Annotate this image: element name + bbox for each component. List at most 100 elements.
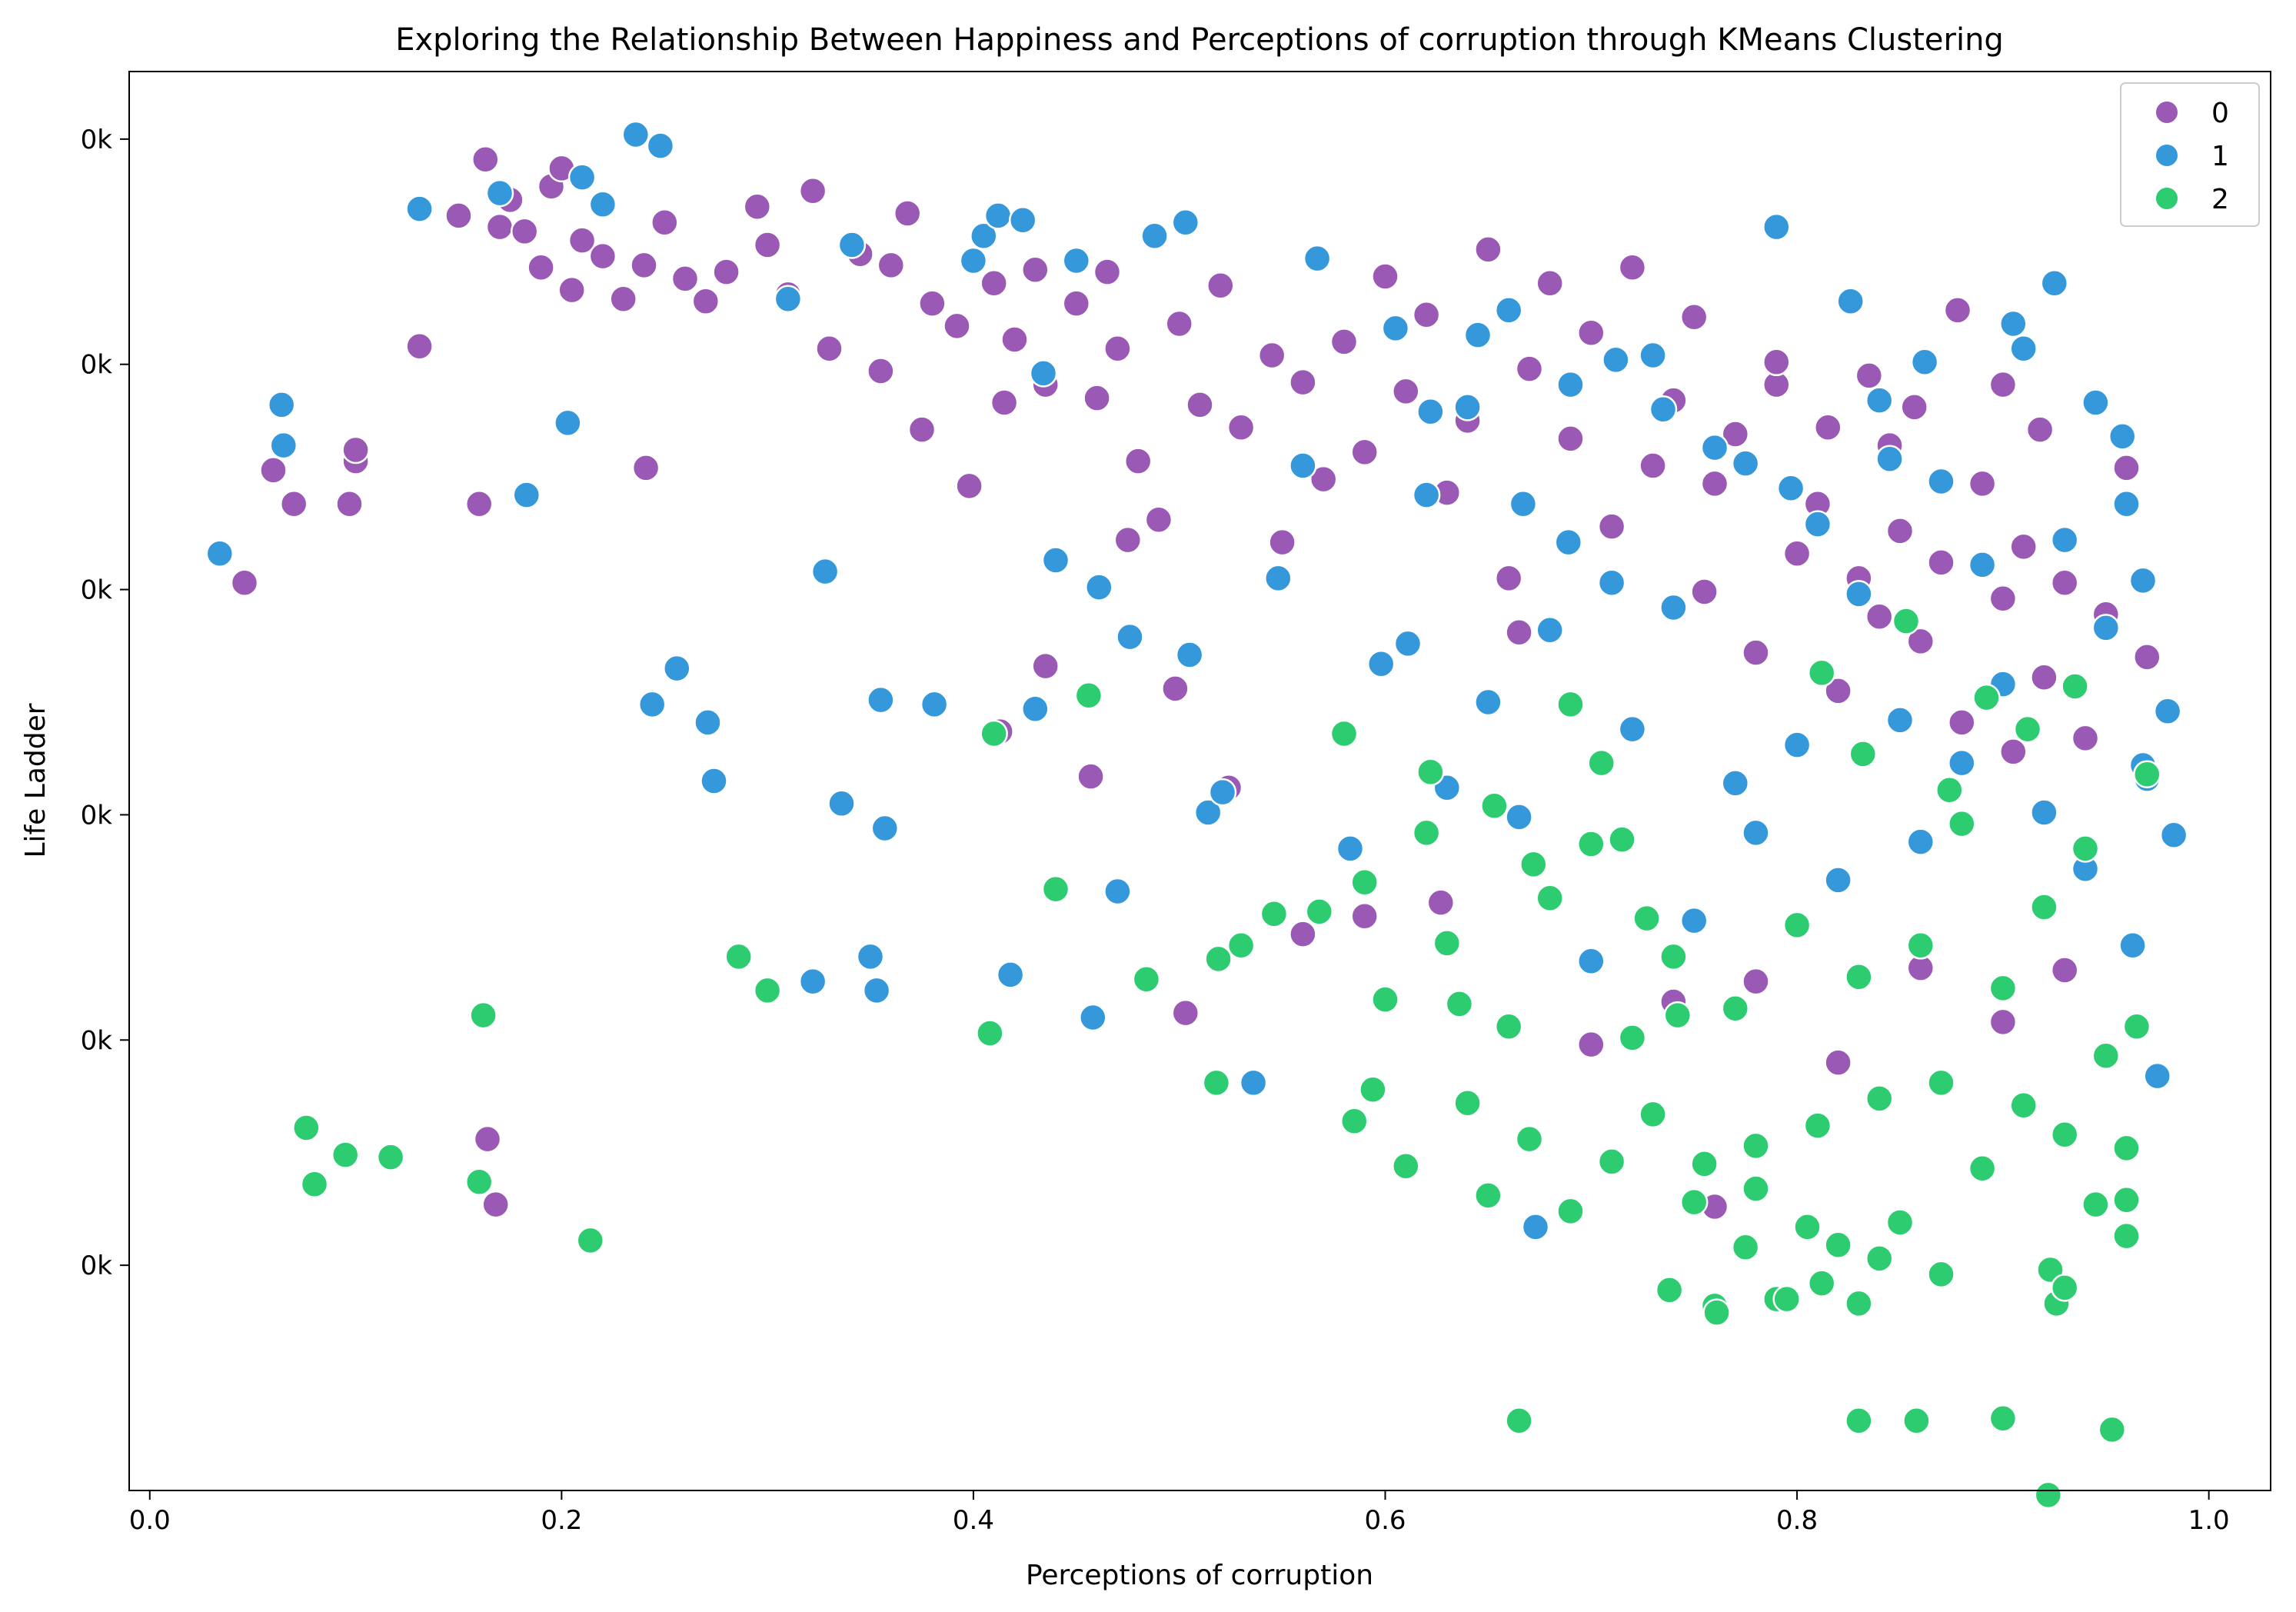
scatter-point-cluster-2	[1807, 658, 1836, 688]
scatter-point-cluster-2	[300, 1170, 329, 1198]
scatter-point-cluster-1	[1453, 393, 1482, 421]
scatter-point-cluster-2	[376, 1143, 405, 1171]
scatter-point-cluster-1	[663, 654, 691, 683]
scatter-point-cluster-1	[774, 285, 803, 314]
scatter-point-cluster-1	[827, 789, 856, 818]
scatter-point-cluster-0	[510, 217, 539, 246]
scatter-point-cluster-1	[1463, 321, 1492, 349]
scatter-point-cluster-2	[1742, 1131, 1770, 1161]
scatter-point-cluster-0	[670, 265, 700, 293]
scatter-point-cluster-2	[1416, 758, 1445, 787]
scatter-point-cluster-0	[567, 226, 597, 255]
scatter-point-cluster-1	[1062, 246, 1091, 275]
scatter-point-cluster-0	[1031, 651, 1060, 681]
scatter-point-cluster-1	[485, 178, 514, 208]
scatter-point-cluster-0	[990, 388, 1019, 417]
scatter-point-cluster-0	[918, 289, 947, 318]
scatter-point-cluster-1	[1171, 208, 1200, 237]
scatter-point-cluster-1	[405, 195, 434, 223]
legend-label: 0	[2211, 98, 2229, 129]
scatter-point-cluster-1	[1264, 564, 1293, 593]
scatter-point-cluster-0	[631, 454, 661, 482]
scatter-point-cluster-1	[1845, 580, 1873, 608]
scatter-point-cluster-1	[1521, 1213, 1550, 1241]
scatter-point-cluster-1	[1906, 828, 1935, 856]
scatter-point-cluster-0	[943, 311, 971, 341]
scatter-point-cluster-2	[2061, 672, 2089, 701]
scatter-point-cluster-0	[1093, 258, 1122, 286]
scatter-point-cluster-2	[1329, 719, 1359, 748]
scatter-point-cluster-1	[1103, 877, 1132, 906]
x-tick-label: 0.0	[129, 1505, 171, 1536]
scatter-point-cluster-1	[205, 539, 235, 568]
scatter-point-cluster-2	[1519, 850, 1548, 879]
scatter-point-cluster-1	[1762, 212, 1791, 241]
scatter-point-cluster-0	[1999, 738, 2028, 766]
scatter-point-cluster-2	[976, 1019, 1004, 1047]
scatter-point-cluster-0	[335, 490, 364, 518]
scatter-point-cluster-0	[1392, 377, 1420, 406]
scatter-point-cluster-1	[1721, 769, 1750, 798]
scatter-point-cluster-0	[230, 568, 259, 598]
scatter-point-cluster-1	[959, 246, 988, 275]
scatter-point-cluster-0	[1742, 967, 1770, 996]
scatter-point-cluster-0	[1721, 420, 1750, 448]
scatter-point-cluster-0	[1494, 564, 1523, 593]
scatter-point-cluster-2	[1202, 1068, 1231, 1097]
scatter-point-cluster-2	[1803, 1111, 1832, 1140]
scatter-point-cluster-1	[1577, 947, 1606, 976]
scatter-point-cluster-2	[1927, 1068, 1955, 1097]
scatter-point-cluster-0	[1690, 578, 1719, 606]
scatter-point-cluster-0	[341, 435, 370, 465]
scatter-point-cluster-2	[1359, 1075, 1387, 1104]
scatter-point-cluster-2	[1340, 1107, 1369, 1135]
y-tick-label: 0k	[81, 1025, 113, 1056]
scatter-point-cluster-0	[877, 251, 906, 280]
scatter-point-cluster-0	[609, 285, 637, 314]
scatter-point-cluster-1	[1742, 818, 1770, 848]
x-tick-label: 0.2	[541, 1505, 582, 1536]
scatter-point-cluster-2	[1690, 1150, 1719, 1178]
scatter-point-cluster-0	[259, 456, 288, 485]
scatter-point-cluster-1	[1008, 206, 1037, 235]
scatter-point-cluster-1	[920, 690, 949, 719]
scatter-point-cluster-0	[1076, 762, 1105, 791]
y-tick-label: 0k	[81, 125, 113, 155]
scatter-point-cluster-2	[1556, 1197, 1585, 1226]
scatter-point-cluster-2	[1515, 1124, 1544, 1154]
scatter-point-cluster-0	[1505, 618, 1533, 647]
scatter-point-cluster-1	[1597, 568, 1626, 598]
scatter-point-cluster-1	[1731, 449, 1760, 478]
scatter-point-cluster-2	[576, 1226, 605, 1255]
scatter-point-cluster-0	[1186, 391, 1214, 419]
scatter-point-cluster-2	[2112, 1185, 2141, 1214]
scatter-point-cluster-0	[1855, 361, 1884, 390]
scatter-point-cluster-1	[2108, 422, 2137, 451]
scatter-points	[205, 120, 2188, 1510]
scatter-point-cluster-2	[1433, 929, 1462, 958]
scatter-point-cluster-0	[1782, 539, 1812, 568]
scatter-point-cluster-0	[527, 253, 555, 282]
scatter-point-cluster-0	[1988, 370, 2018, 399]
scatter-point-cluster-0	[1948, 708, 1976, 737]
scatter-point-cluster-1	[1910, 348, 1939, 377]
scatter-point-cluster-1	[810, 557, 840, 586]
legend-marker	[2155, 186, 2179, 211]
scatter-point-cluster-2	[1906, 931, 1935, 960]
scatter-point-cluster-1	[1836, 287, 1865, 315]
scatter-point-cluster-1	[1208, 778, 1237, 807]
scatter-point-cluster-2	[1226, 931, 1256, 960]
scatter-point-cluster-0	[2030, 663, 2058, 692]
scatter-point-cluster-1	[1639, 341, 1667, 370]
scatter-point-cluster-2	[1885, 1208, 1915, 1237]
scatter-point-cluster-0	[1309, 465, 1338, 494]
scatter-point-cluster-1	[856, 942, 885, 971]
scatter-point-cluster-0	[1371, 262, 1399, 291]
scatter-point-cluster-1	[1999, 309, 2028, 338]
chart-title: Exploring the Relationship Between Happi…	[395, 22, 2004, 58]
scatter-point-cluster-2	[1845, 963, 1873, 991]
scatter-point-cluster-0	[1597, 512, 1626, 541]
scatter-point-cluster-2	[1556, 690, 1585, 719]
scatter-point-cluster-0	[798, 176, 827, 205]
y-tick-label: 0k	[81, 575, 113, 606]
